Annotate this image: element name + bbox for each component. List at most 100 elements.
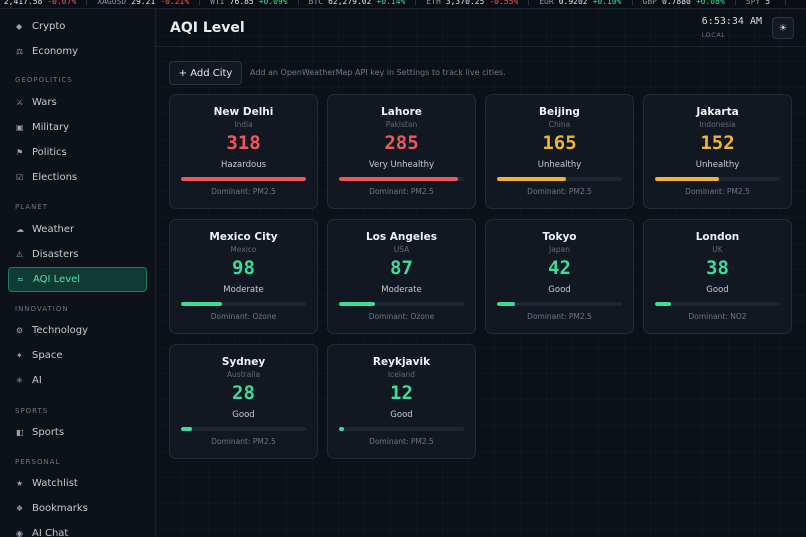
aqi-value: 28 (232, 382, 255, 404)
sidebar-item-crypto[interactable]: ◆ Crypto (8, 14, 147, 39)
ticker-change: -0.55% (489, 0, 519, 6)
city-card[interactable]: Mexico City Mexico 98 Moderate Dominant:… (169, 219, 318, 334)
city-card[interactable]: New Delhi India 318 Hazardous Dominant: … (169, 94, 318, 209)
sidebar-item-watchlist[interactable]: ★ Watchlist (8, 471, 147, 496)
city-country: Indonesia (699, 120, 736, 129)
bookmark-icon: ❖ (16, 504, 24, 513)
aqi-bar-fill (339, 177, 458, 181)
aqi-category: Moderate (223, 285, 264, 295)
aqi-category: Good (232, 410, 255, 420)
watchlist-star-icon: ★ (16, 479, 24, 488)
city-country: China (548, 120, 571, 129)
sidebar-item-elections[interactable]: ☑ Elections (8, 165, 147, 190)
sidebar: GEOPOLITICS PLANET INNOVATION SPORTS PER… (0, 9, 156, 537)
aqi-bar (339, 302, 464, 306)
sidebar-item-technology[interactable]: ⚙ Technology (8, 318, 147, 343)
chat-icon: ◉ (16, 529, 23, 537)
api-key-hint: Add an OpenWeatherMap API key in Setting… (250, 68, 506, 77)
aqi-bar-fill (339, 302, 376, 306)
diamond-icon: ◆ (16, 22, 23, 31)
ticker-symbol: XAGUSD (97, 0, 127, 6)
aqi-bar-fill (181, 302, 223, 306)
aqi-bar (181, 177, 306, 181)
ticker-symbol: WTI (210, 0, 225, 6)
sun-icon: ☀ (778, 22, 788, 34)
sidebar-item-wars[interactable]: ⚔ Wars (8, 90, 147, 115)
sidebar-item-military[interactable]: ▣ Military (8, 115, 147, 140)
sidebar-item-weather[interactable]: ☁ Weather (8, 217, 147, 242)
sidebar-item-bookmarks[interactable]: ❖ Bookmarks (8, 496, 147, 521)
ticker-symbol: EUR (539, 0, 554, 6)
sidebar-item-label: Elections (32, 172, 78, 183)
ticker-value: 62,279.02 (328, 0, 372, 6)
aqi-bar-fill (181, 177, 306, 181)
ticker-item: ETH 3,370.25 -0.55% (426, 0, 530, 6)
sidebar-item-ai-chat[interactable]: ◉ AI Chat (8, 521, 147, 537)
ticker-item: D2,417.58-0.07% (0, 0, 88, 6)
city-country: Pakistan (385, 120, 418, 129)
ticker-change: -0.07% (47, 0, 77, 6)
city-country: India (234, 120, 253, 129)
sidebar-item-label: Technology (32, 325, 89, 336)
dominant-pollutant: Dominant: PM2.5 (211, 437, 276, 446)
sidebar-item-aqi-level[interactable]: ≈ AQI Level (8, 267, 147, 292)
wind-icon: ≈ (17, 275, 24, 284)
aqi-value: 152 (700, 132, 735, 154)
city-country: Australia (226, 370, 261, 379)
ticker-item: EUR 0.9202 +0.10% (539, 0, 633, 6)
sidebar-item-label: Military (32, 122, 70, 133)
sidebar-item-space[interactable]: ✦ Space (8, 343, 147, 368)
aqi-category: Good (706, 285, 729, 295)
page-title: AQI Level (170, 20, 245, 36)
aqi-category: Unhealthy (537, 160, 582, 170)
ticker-item: XAGUSD 29.21 -0.21% (97, 0, 201, 6)
city-country: Japan (549, 245, 570, 254)
add-city-button[interactable]: + Add City (169, 61, 242, 85)
ticker-change: +0.08% (695, 0, 725, 6)
dominant-pollutant: Dominant: Ozone (368, 312, 435, 321)
city-card[interactable]: Lahore Pakistan 285 Very Unhealthy Domin… (327, 94, 476, 209)
ticker-value: 0.9202 (558, 0, 588, 6)
dominant-pollutant: Dominant: PM2.5 (685, 187, 750, 196)
dominant-pollutant: Dominant: PM2.5 (369, 437, 434, 446)
section-geopolitics: GEOPOLITICS (15, 76, 73, 84)
sidebar-item-sports[interactable]: ◧ Sports (8, 420, 147, 445)
city-card[interactable]: Tokyo Japan 42 Good Dominant: PM2.5 (485, 219, 634, 334)
sidebar-item-label: AQI Level (33, 274, 81, 285)
ticker-item: BTC 62,279.02 +0.14% (308, 0, 417, 6)
market-ticker: D2,417.58-0.07%XAGUSD29.21-0.21%WTI76.85… (0, 0, 806, 9)
flag-icon: ⚑ (16, 148, 24, 157)
dominant-pollutant: Dominant: PM2.5 (527, 187, 592, 196)
clock-time: 6:53:34 AM (701, 16, 762, 27)
warning-icon: ⚠ (16, 250, 24, 259)
sidebar-item-economy[interactable]: ⚖ Economy (8, 39, 147, 64)
star-icon: ✦ (16, 351, 23, 360)
aqi-category: Hazardous (220, 160, 267, 170)
aqi-category: Unhealthy (695, 160, 740, 170)
sidebar-item-label: Sports (32, 427, 65, 438)
sidebar-item-label: AI (32, 375, 42, 386)
theme-toggle-button[interactable]: ☀ (772, 17, 794, 39)
city-card[interactable]: Reykjavik Iceland 12 Good Dominant: PM2.… (327, 344, 476, 459)
city-name: Beijing (539, 106, 580, 118)
dominant-pollutant: Dominant: PM2.5 (369, 187, 434, 196)
aqi-bar-fill (339, 427, 344, 431)
city-name: Reykjavik (372, 356, 431, 368)
city-card[interactable]: Jakarta Indonesia 152 Unhealthy Dominant… (643, 94, 792, 209)
sidebar-item-ai[interactable]: ✳ AI (8, 368, 147, 393)
ticker-symbol: BTC (308, 0, 324, 6)
aqi-value: 285 (384, 132, 419, 154)
aqi-value: 42 (548, 257, 571, 279)
sidebar-item-disasters[interactable]: ⚠ Disasters (8, 242, 147, 267)
shield-icon: ▣ (16, 123, 24, 132)
city-card[interactable]: Los Angeles USA 87 Moderate Dominant: Oz… (327, 219, 476, 334)
city-name: Sydney (221, 356, 266, 368)
city-card[interactable]: Sydney Australia 28 Good Dominant: PM2.5 (169, 344, 318, 459)
city-card[interactable]: London UK 38 Good Dominant: NO2 (643, 219, 792, 334)
clock: 6:53:34 AM LOCAL (702, 16, 762, 39)
ticker-value: 3,370.25 (445, 0, 485, 6)
sidebar-item-politics[interactable]: ⚑ Politics (8, 140, 147, 165)
aqi-bar (339, 177, 464, 181)
city-card[interactable]: Beijing China 165 Unhealthy Dominant: PM… (485, 94, 634, 209)
ticker-symbol: GBP (642, 0, 657, 6)
